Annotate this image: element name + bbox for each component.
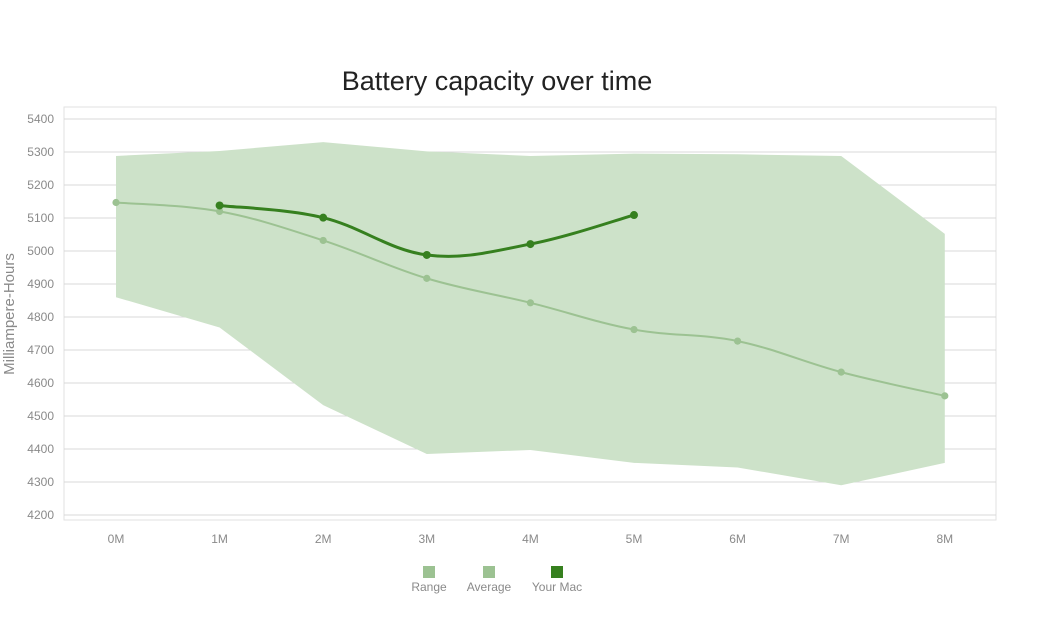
average-point: [319, 236, 327, 245]
range-band: [116, 142, 945, 486]
y-tick-label: 4700: [27, 343, 54, 357]
y-tick-label: 5400: [27, 112, 54, 126]
plot-frame: [63, 106, 997, 521]
average-point: [837, 368, 845, 376]
average-series: [112, 198, 949, 400]
y-axis-label: Milliampere-Hours: [1, 253, 18, 375]
your-mac-point: [422, 250, 431, 259]
range-area: [116, 142, 945, 486]
legend-label-average: Average: [467, 580, 512, 594]
average-point: [630, 325, 638, 334]
average-point: [423, 274, 431, 282]
x-tick-label: 1M: [211, 532, 228, 546]
legend-swatch-range: [423, 566, 435, 578]
average-point: [941, 392, 949, 400]
y-tick-label: 4200: [27, 508, 54, 522]
x-tick-label: 0M: [108, 532, 125, 546]
legend-label-your-mac: Your Mac: [532, 580, 582, 594]
x-axis-ticks: 0M 1M 2M 3M 4M 5M 6M 7M 8M: [108, 532, 953, 546]
y-axis-ticks: 4200 4300 4400 4500 4600 4700 4800 4900 5000 5100…: [27, 112, 54, 522]
x-tick-label: 6M: [729, 532, 746, 546]
legend-swatch-your-mac: [551, 566, 563, 578]
your-mac-point: [630, 211, 638, 220]
x-tick-label: 8M: [936, 532, 953, 546]
your-mac-point: [526, 240, 535, 249]
y-tick-label: 5300: [27, 145, 54, 159]
average-point: [526, 299, 535, 307]
x-tick-label: 4M: [522, 532, 539, 546]
x-tick-label: 3M: [418, 532, 435, 546]
your-mac-series: [215, 201, 638, 259]
x-tick-label: 5M: [626, 532, 643, 546]
legend: Range Average Your Mac: [411, 566, 582, 594]
legend-swatch-average: [483, 566, 495, 578]
your-mac-point: [215, 201, 224, 210]
y-tick-label: 4500: [27, 409, 54, 423]
y-tick-label: 4400: [27, 442, 54, 456]
your-mac-point: [319, 213, 328, 222]
y-tick-label: 4800: [27, 310, 54, 324]
y-tick-label: 4900: [27, 277, 54, 291]
x-tick-label: 2M: [315, 532, 332, 546]
chart-title: Battery capacity over time: [342, 66, 653, 96]
y-tick-label: 4300: [27, 475, 54, 489]
x-tick-label: 7M: [833, 532, 850, 546]
average-point: [734, 337, 742, 345]
legend-label-range: Range: [411, 580, 447, 594]
average-point: [216, 207, 224, 215]
y-tick-label: 5100: [27, 211, 54, 225]
y-tick-label: 4600: [27, 376, 54, 390]
y-tick-label: 5000: [27, 244, 54, 258]
y-tick-label: 5200: [27, 178, 54, 192]
average-point: [112, 198, 120, 207]
